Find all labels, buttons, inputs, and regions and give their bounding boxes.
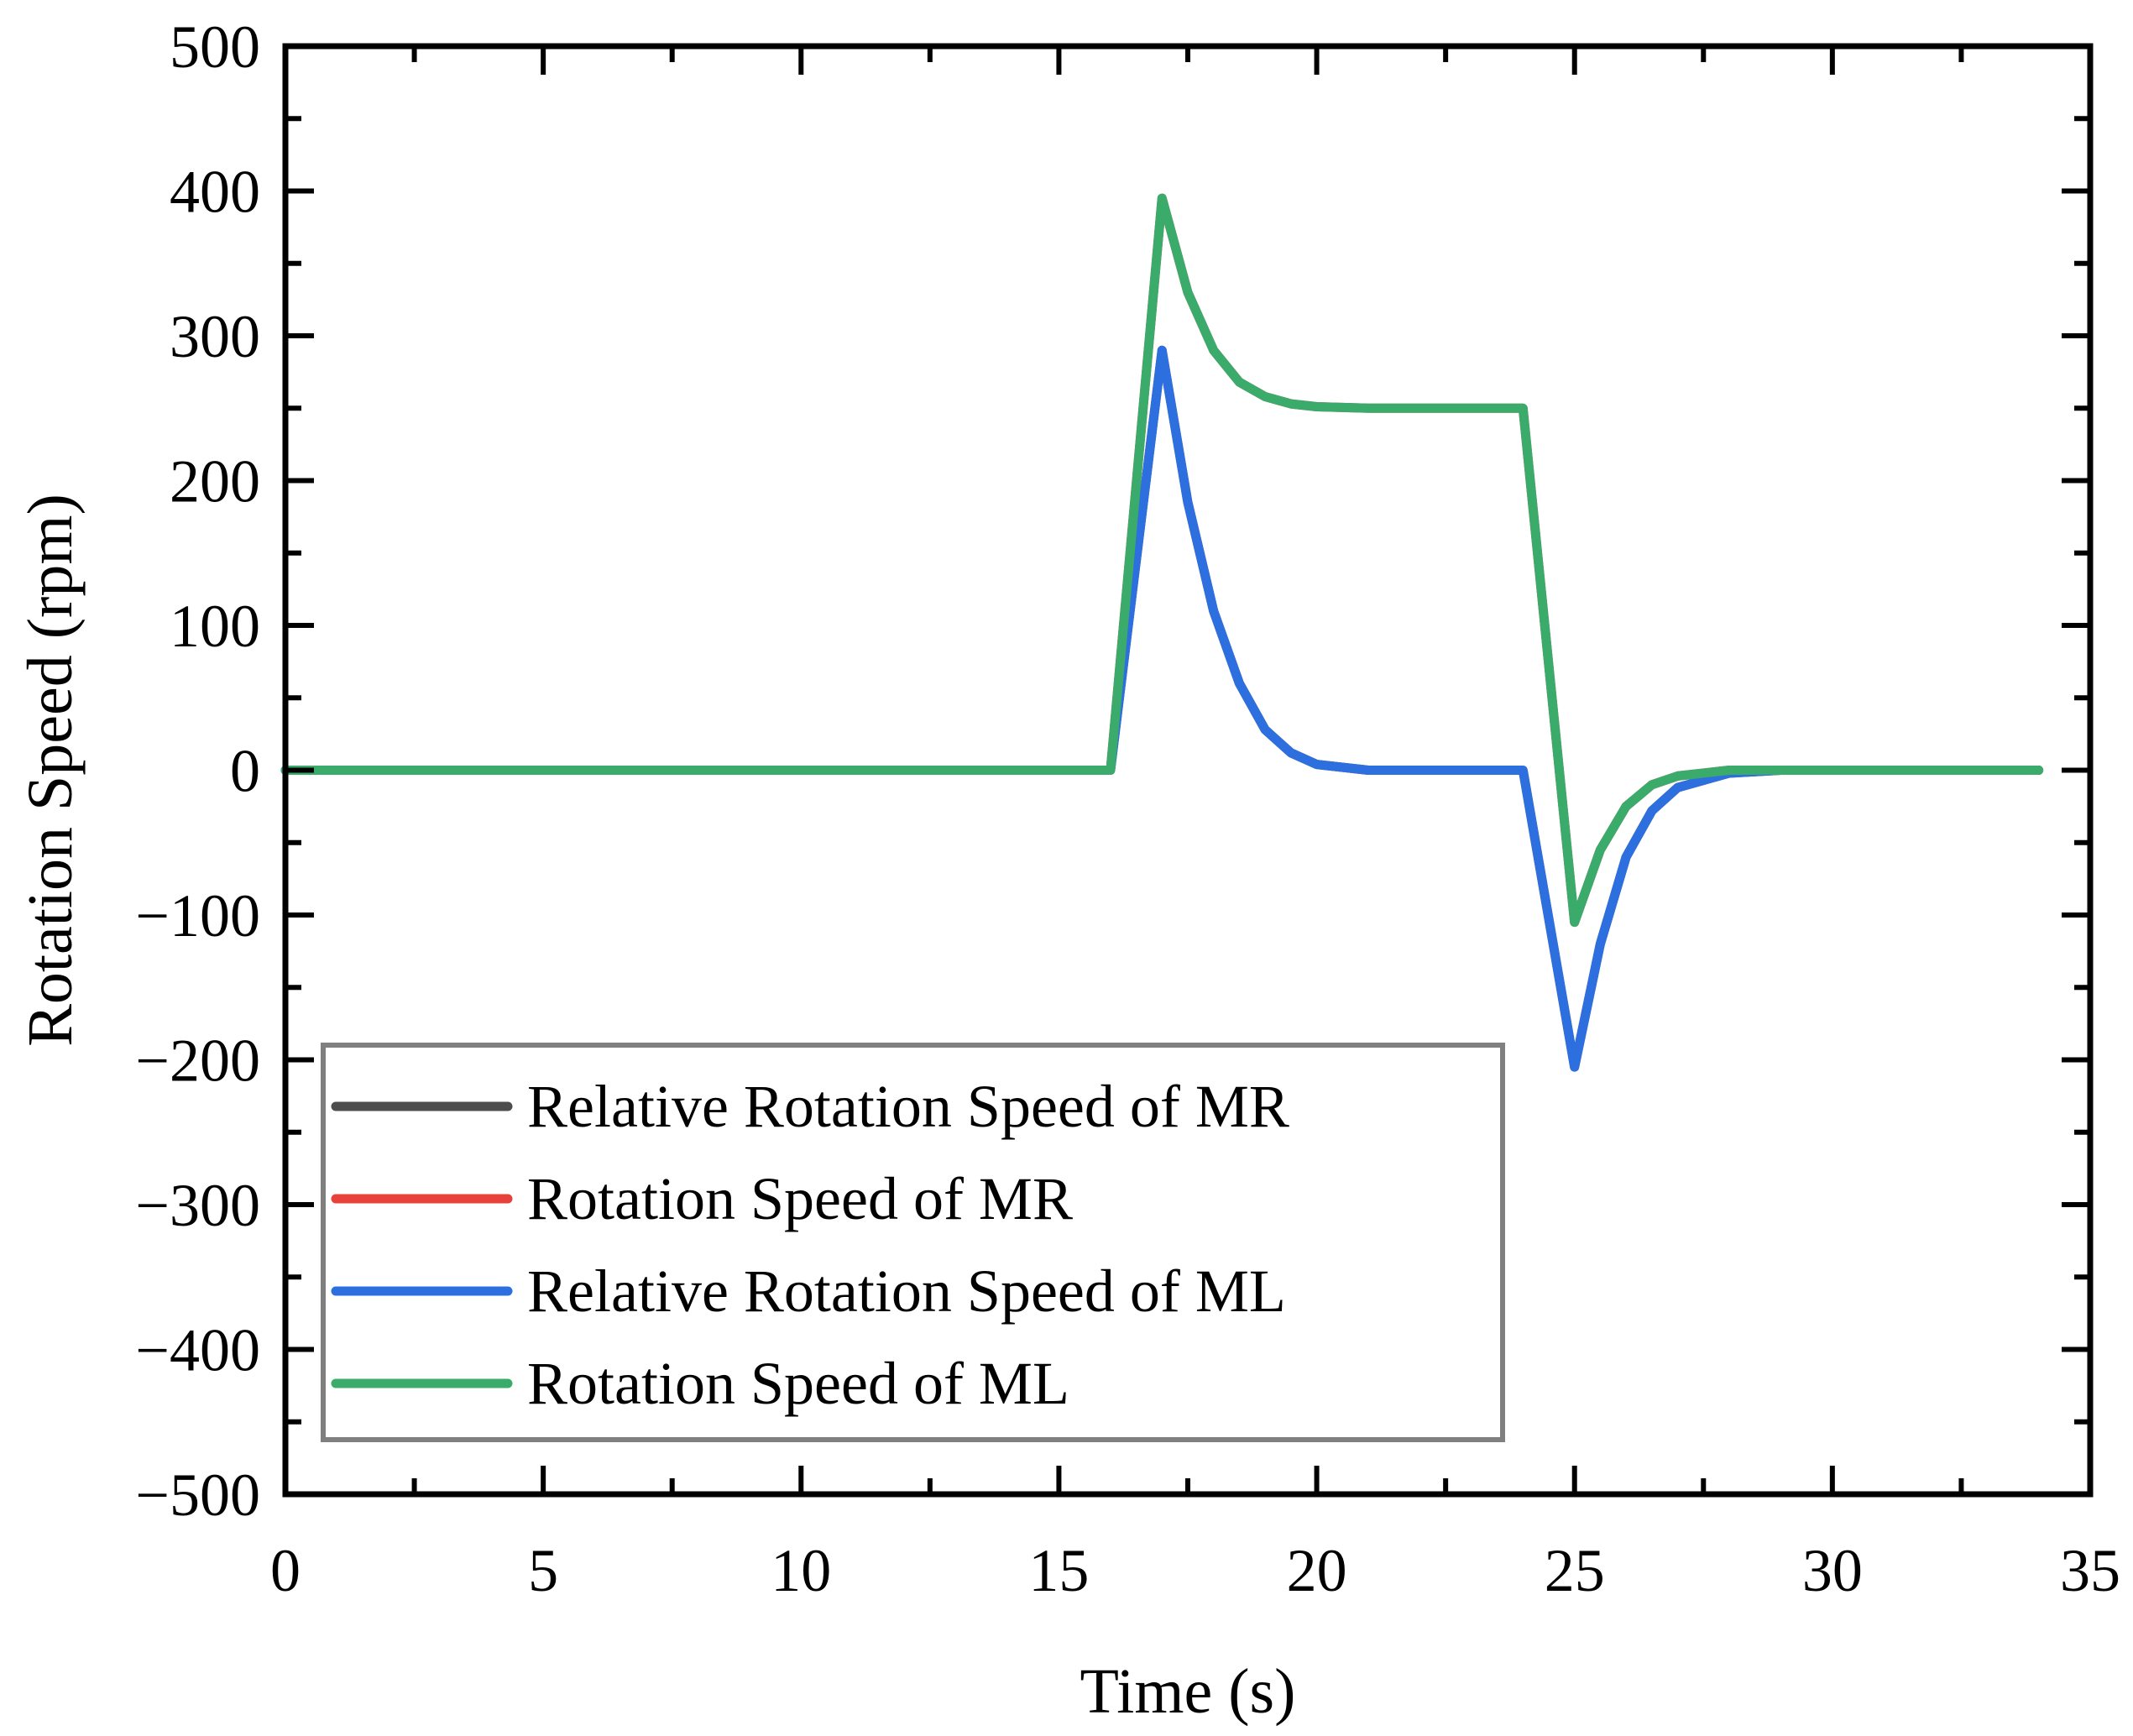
y-axis-label: Rotation Speed (rpm)	[15, 494, 86, 1047]
y-tick-label: 100	[170, 593, 260, 660]
y-tick-label: −200	[135, 1027, 260, 1095]
x-tick-label: 20	[1287, 1537, 1347, 1604]
y-tick-label: 200	[170, 448, 260, 515]
y-tick-label: 500	[170, 13, 260, 81]
y-tick-label: −300	[135, 1172, 260, 1239]
y-tick-label: 400	[170, 159, 260, 226]
x-tick-label: 0	[270, 1537, 301, 1604]
series-line-3	[280, 345, 2044, 1072]
x-tick-label: 35	[2060, 1537, 2120, 1604]
series-layer	[280, 193, 2044, 1072]
x-tick-label: 5	[528, 1537, 558, 1604]
series-line-4	[280, 193, 2044, 928]
x-axis-label: Time (s)	[1080, 1656, 1296, 1727]
legend-label-4: Rotation Speed of ML	[527, 1350, 1069, 1417]
legend-label-3: Relative Rotation Speed of ML	[527, 1258, 1286, 1325]
x-tick-label: 10	[771, 1537, 831, 1604]
y-tick-label: 300	[170, 303, 260, 370]
x-tick-label: 25	[1545, 1537, 1605, 1604]
y-tick-label: −100	[135, 882, 260, 949]
tick-label-layer: 0 5 10 15 20 25 30 35 500 400 300 200 100 0 −100 −200 −3…	[135, 13, 2120, 1604]
plot-frame	[282, 43, 2094, 1498]
legend: Relative Rotation Speed of MR Rotation Sp…	[321, 1043, 1505, 1442]
legend-label-1: Relative Rotation Speed of MR	[527, 1073, 1289, 1140]
x-tick-label: 30	[1802, 1537, 1863, 1604]
y-tick-label: −500	[135, 1461, 260, 1529]
legend-box	[321, 1043, 1505, 1442]
y-tick-label: −400	[135, 1317, 260, 1384]
legend-label-2: Rotation Speed of MR	[527, 1165, 1073, 1232]
y-tick-label: 0	[230, 738, 260, 805]
x-tick-label: 15	[1028, 1537, 1089, 1604]
